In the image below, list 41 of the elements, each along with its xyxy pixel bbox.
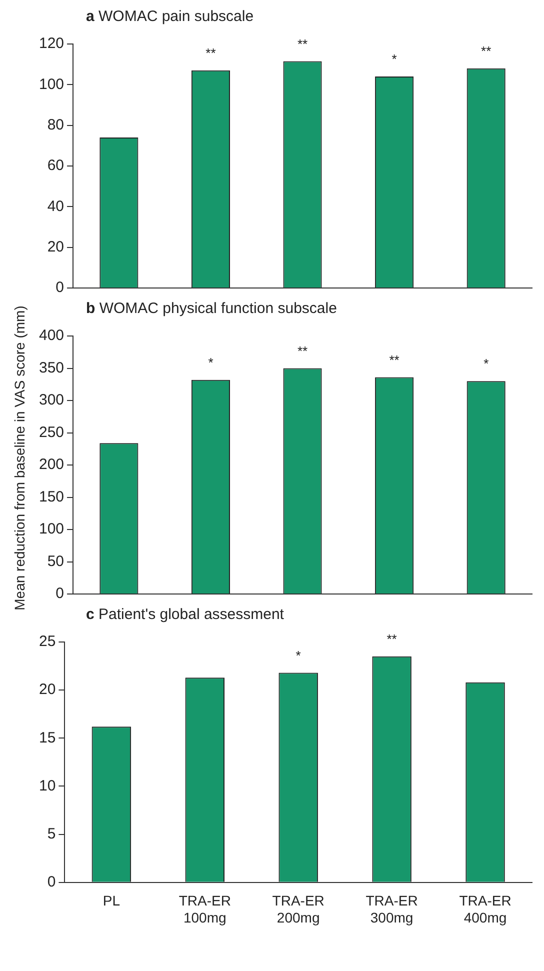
y-tick-label: 120	[38, 35, 64, 52]
y-tick-label: 80	[47, 116, 64, 134]
annotation: **	[386, 632, 397, 646]
y-tick-label: 5	[47, 825, 56, 842]
chart-title: a WOMAC pain subscale	[86, 8, 255, 27]
y-tick-label: 400	[38, 327, 64, 344]
annotation: *	[484, 356, 489, 372]
y-tick-label: 10	[38, 777, 56, 794]
annotation: **	[206, 46, 216, 61]
annotation: **	[297, 36, 308, 52]
y-tick-label: 0	[56, 279, 64, 296]
y-tick-label: 60	[47, 157, 64, 174]
y-tick-label: 0	[56, 585, 64, 602]
y-tick-label: 15	[38, 729, 56, 746]
annotation: **	[389, 352, 400, 368]
y-tick-label: 100	[38, 520, 64, 538]
y-tick-label: 50	[47, 552, 64, 570]
x-tick-label: TRA-ER 100mg	[178, 892, 231, 926]
y-tick-label: 100	[38, 76, 64, 93]
x-tick-label: PL	[102, 892, 120, 909]
y-tick-label: 0	[47, 874, 56, 891]
y-tick-label: 300	[38, 392, 64, 409]
y-tick-label: 250	[38, 424, 64, 441]
y-axis-title: Mean reduction from baseline in VAS score (mm)	[11, 306, 27, 610]
y-tick-label: 20	[38, 681, 56, 698]
annotation: **	[297, 343, 308, 358]
y-tick-label: 150	[38, 488, 64, 506]
y-tick-label: 350	[38, 359, 64, 376]
x-tick-label: TRA-ER 200mg	[272, 892, 324, 926]
y-tick-label: 40	[47, 198, 64, 215]
annotation: *	[208, 354, 214, 370]
annotation: *	[296, 648, 301, 663]
x-tick-label: TRA-ER 300mg	[366, 892, 418, 926]
annotation: *	[392, 52, 397, 67]
y-tick-label: 20	[47, 238, 64, 256]
y-tick-label: 25	[38, 633, 56, 650]
y-tick-label: 200	[38, 456, 64, 474]
chart-title: b WOMAC physical function subscale	[86, 300, 338, 319]
annotation: **	[481, 43, 492, 58]
x-tick-label: TRA-ER 400mg	[459, 892, 512, 926]
chart-title: c Patient's global assessment	[86, 606, 285, 625]
